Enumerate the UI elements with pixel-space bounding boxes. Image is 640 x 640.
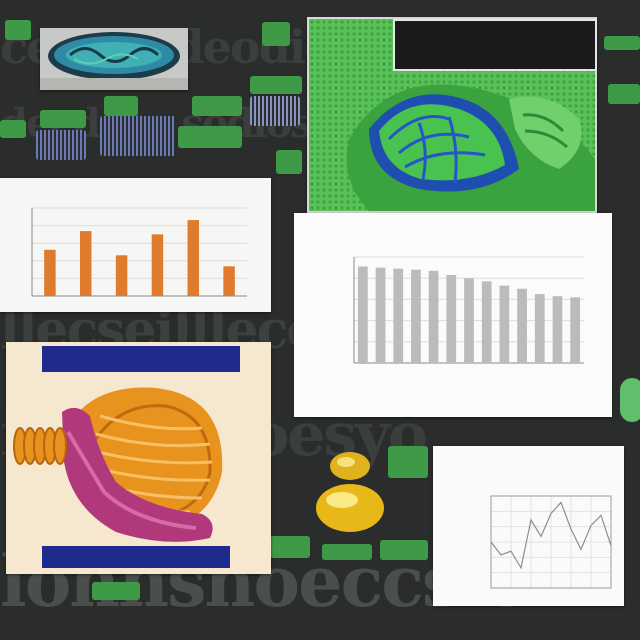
cell-illustration bbox=[40, 32, 188, 90]
decorative-tile bbox=[250, 76, 302, 94]
decorative-tile bbox=[388, 446, 428, 478]
decorative-tile bbox=[276, 150, 302, 174]
line-chart-panel bbox=[433, 446, 624, 606]
leaf-caption-box bbox=[393, 19, 597, 71]
bar bbox=[411, 269, 421, 363]
leaf-illustration bbox=[309, 19, 595, 211]
decorative-tile bbox=[250, 96, 300, 126]
decorative-tile bbox=[270, 536, 310, 558]
decorative-tile bbox=[322, 544, 372, 560]
line-chart bbox=[490, 495, 612, 589]
bar bbox=[44, 249, 56, 296]
decorative-tile bbox=[40, 110, 86, 128]
decorative-tile bbox=[620, 378, 640, 422]
bar bbox=[151, 234, 164, 296]
bar bbox=[428, 270, 439, 363]
bar bbox=[115, 255, 128, 296]
bar bbox=[481, 281, 492, 363]
decorative-tile bbox=[5, 20, 31, 40]
gray-bar-chart bbox=[353, 256, 584, 364]
bar bbox=[357, 266, 368, 363]
bar bbox=[499, 285, 510, 363]
decorative-tile bbox=[604, 36, 640, 50]
bar bbox=[464, 278, 474, 363]
bar bbox=[80, 231, 92, 296]
bar bbox=[223, 266, 235, 296]
bar bbox=[570, 297, 581, 363]
bottom-banner bbox=[42, 546, 230, 568]
organelle-illustration-panel bbox=[6, 342, 271, 574]
top-banner bbox=[42, 346, 240, 372]
decorative-tile bbox=[192, 96, 242, 116]
gray-bar-chart-panel bbox=[294, 213, 612, 417]
cell-image-panel bbox=[40, 28, 188, 90]
orange-bar-chart-panel bbox=[0, 178, 271, 312]
decorative-tile bbox=[380, 540, 428, 560]
decorative-tile bbox=[0, 120, 26, 138]
organelle-illustration bbox=[13, 387, 223, 542]
bar bbox=[517, 288, 527, 363]
decorative-tile bbox=[104, 96, 138, 116]
decorative-tile bbox=[100, 116, 176, 156]
orange-bar-chart bbox=[31, 207, 247, 297]
decorative-tile bbox=[608, 84, 640, 104]
bar bbox=[375, 267, 386, 363]
bar bbox=[446, 275, 457, 363]
bar bbox=[187, 220, 199, 296]
bar bbox=[393, 268, 404, 363]
decorative-tile bbox=[178, 126, 242, 148]
decorative-tile bbox=[262, 22, 290, 46]
bar bbox=[534, 294, 545, 363]
decorative-tile bbox=[36, 130, 86, 160]
series-line bbox=[490, 501, 612, 570]
bar bbox=[552, 296, 563, 363]
capsule-illustration bbox=[316, 452, 384, 532]
leaf-image-panel bbox=[307, 17, 597, 213]
decorative-tile bbox=[92, 582, 140, 600]
